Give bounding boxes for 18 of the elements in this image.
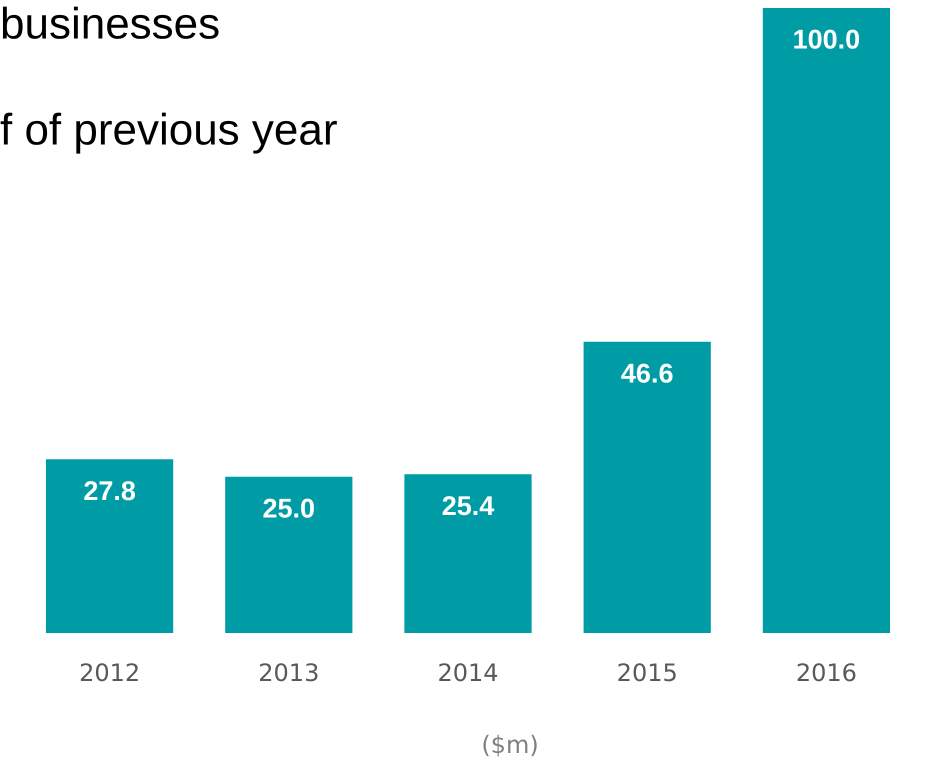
x-tick-label: 2012 bbox=[79, 659, 140, 687]
x-axis-title: ($m) bbox=[481, 731, 539, 759]
data-label: 27.8 bbox=[83, 476, 136, 506]
bar bbox=[225, 476, 352, 633]
data-label: 100.0 bbox=[792, 24, 860, 54]
data-label: 46.6 bbox=[620, 358, 674, 388]
data-label: 25.4 bbox=[442, 490, 494, 521]
x-tick-label: 2016 bbox=[796, 659, 857, 687]
x-tick-label: 2013 bbox=[258, 659, 320, 687]
bar bbox=[404, 474, 532, 633]
annotation: f of previous year bbox=[0, 106, 338, 154]
bar bbox=[762, 8, 890, 633]
bar bbox=[46, 459, 174, 633]
x-tick-label: 2015 bbox=[616, 659, 678, 687]
bar bbox=[584, 342, 711, 633]
annotation: businesses bbox=[0, 0, 220, 48]
x-tick-label: 2014 bbox=[437, 659, 499, 687]
data-label: 25.0 bbox=[262, 493, 316, 524]
